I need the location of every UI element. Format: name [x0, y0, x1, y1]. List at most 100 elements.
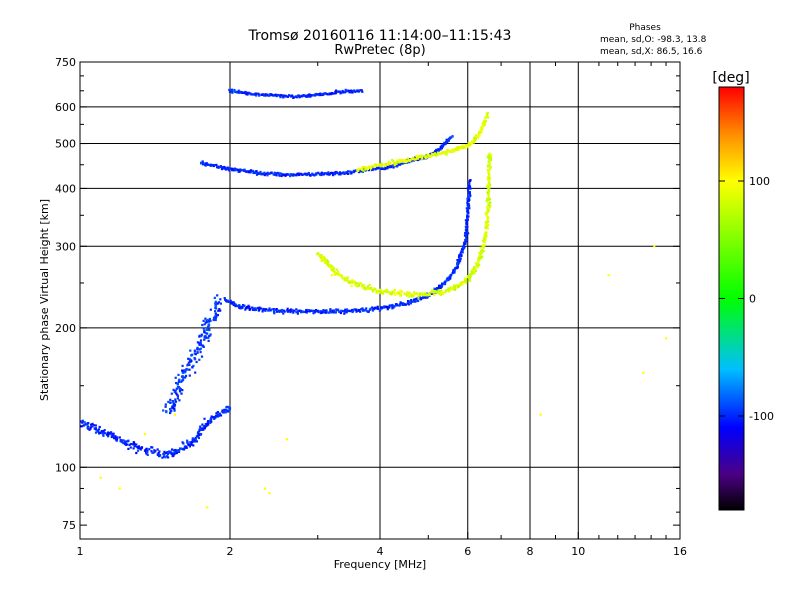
data-point	[410, 299, 413, 302]
data-point	[485, 234, 488, 238]
data-point	[202, 162, 205, 165]
data-point	[417, 158, 420, 162]
data-point	[266, 174, 269, 177]
data-point	[201, 423, 204, 426]
data-point	[467, 146, 470, 149]
data-point	[483, 235, 486, 238]
data-point	[229, 167, 232, 170]
data-point	[379, 307, 382, 310]
x-axis-label: Frequency [MHz]	[334, 558, 426, 571]
data-point	[338, 310, 341, 313]
data-point	[476, 134, 479, 137]
data-point	[480, 126, 483, 129]
data-point	[485, 200, 488, 203]
data-point	[96, 430, 99, 433]
data-point	[396, 303, 399, 306]
data-point	[466, 217, 469, 220]
data-point	[213, 416, 216, 419]
data-point	[327, 260, 330, 263]
data-point	[386, 165, 389, 168]
data-point	[463, 280, 466, 283]
data-point	[237, 170, 240, 173]
data-point	[266, 171, 269, 174]
data-point	[449, 277, 452, 280]
data-point	[208, 320, 211, 323]
data-point	[352, 309, 355, 312]
data-point	[202, 428, 205, 431]
data-point	[282, 96, 285, 99]
data-point	[255, 170, 258, 173]
data-point	[337, 308, 340, 311]
data-point	[170, 409, 173, 412]
data-point	[393, 291, 396, 294]
data-point	[469, 275, 472, 278]
data-point	[174, 376, 177, 379]
data-point	[293, 309, 296, 312]
data-point	[378, 309, 381, 312]
data-point	[90, 423, 93, 426]
data-point	[273, 308, 276, 311]
data-point	[452, 270, 456, 273]
data-point	[404, 158, 407, 161]
data-point	[169, 451, 173, 454]
data-point	[417, 296, 420, 299]
data-point	[319, 310, 322, 313]
data-point	[348, 309, 351, 312]
data-point	[403, 160, 406, 164]
data-point	[342, 171, 345, 174]
data-point	[203, 323, 206, 326]
data-point	[292, 311, 295, 314]
data-point	[102, 430, 105, 433]
data-point	[441, 282, 444, 285]
data-point	[87, 422, 90, 425]
data-point	[466, 218, 469, 221]
data-point	[248, 305, 251, 308]
data-point	[457, 255, 461, 258]
data-point	[446, 148, 449, 152]
data-point	[199, 339, 203, 342]
data-point	[410, 295, 414, 298]
data-point	[263, 171, 266, 174]
data-point	[447, 288, 450, 291]
data-point	[251, 169, 255, 173]
data-point	[375, 291, 378, 295]
data-point	[254, 171, 257, 174]
data-point	[224, 167, 227, 170]
data-point	[438, 152, 441, 155]
data-point	[238, 305, 241, 308]
data-point	[94, 424, 97, 427]
data-point	[102, 434, 105, 437]
data-point	[424, 296, 427, 299]
data-point	[439, 146, 442, 149]
data-point	[323, 257, 326, 260]
data-point	[217, 309, 220, 312]
data-point	[287, 310, 290, 313]
data-point	[204, 335, 207, 338]
data-point	[243, 304, 246, 307]
data-point	[189, 443, 192, 446]
data-point	[252, 93, 255, 96]
data-point	[539, 413, 542, 416]
data-point	[357, 171, 361, 174]
data-point	[300, 309, 303, 313]
data-point	[170, 392, 173, 395]
data-point	[171, 452, 174, 455]
data-point	[488, 157, 491, 160]
data-point	[213, 296, 216, 299]
data-point	[192, 364, 195, 367]
data-point	[332, 311, 335, 314]
data-point	[334, 89, 338, 92]
data-point	[486, 209, 489, 213]
data-point	[203, 330, 206, 334]
data-point	[374, 306, 377, 309]
data-point	[418, 292, 421, 295]
data-point	[408, 295, 411, 298]
data-point	[179, 447, 182, 450]
data-point	[145, 451, 148, 454]
data-point	[261, 310, 264, 313]
data-point	[376, 307, 380, 310]
data-point	[279, 309, 282, 312]
data-point	[195, 440, 198, 443]
data-point	[174, 400, 177, 403]
data-point	[217, 301, 221, 304]
